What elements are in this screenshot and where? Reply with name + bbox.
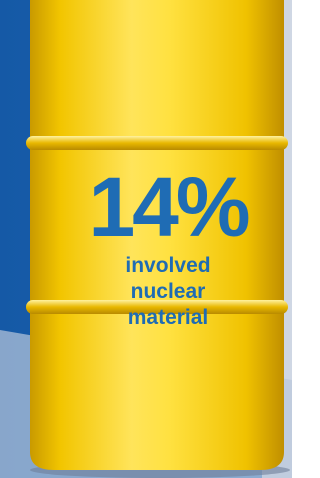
barrel-rib (26, 136, 288, 150)
stat-value: 14% (88, 160, 248, 254)
stat-caption: involved (125, 254, 210, 277)
page: {"stat": {"value": "14%", "caption_lines… (0, 0, 292, 478)
infographic: 14% involved nuclear material (0, 0, 292, 478)
stat-caption: nuclear (131, 280, 206, 303)
stat-caption: material (128, 306, 209, 329)
